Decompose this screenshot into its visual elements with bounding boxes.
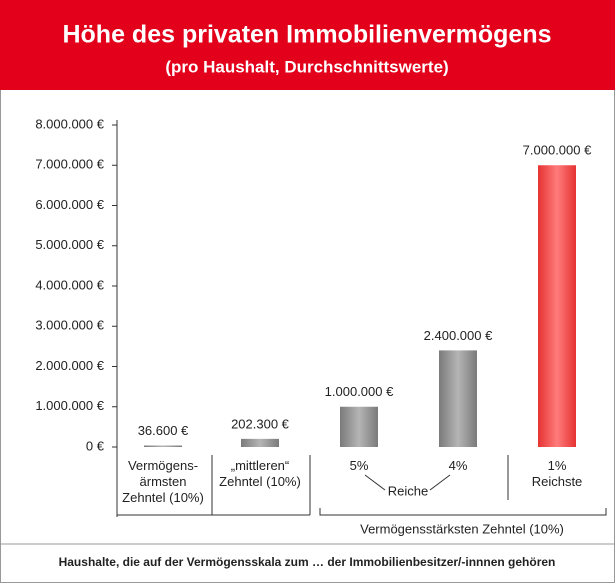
y-tick-label: 4.000.000 €: [35, 277, 104, 292]
value-label: 7.000.000 €: [523, 143, 592, 158]
annotation: Vermögensstärksten Zehntel (10%): [360, 521, 564, 536]
y-tick-label: 3.000.000 €: [35, 318, 104, 333]
y-tick-label: 6.000.000 €: [35, 197, 104, 212]
footnote: Haushalte, die auf der Vermögensskala zu…: [59, 555, 556, 569]
bracket: [429, 474, 451, 491]
value-label: 2.400.000 €: [424, 328, 493, 343]
y-tick-label: 5.000.000 €: [35, 237, 104, 252]
y-tick-label: 2.000.000 €: [35, 358, 104, 373]
annotation: Reiche: [388, 483, 428, 498]
chart-subtitle: (pro Haushalt, Durchschnittswerte): [165, 57, 448, 76]
x-tick-label: 4%: [448, 458, 468, 473]
value-label: 36.600 €: [138, 423, 189, 438]
y-tick-label: 1.000.000 €: [35, 398, 104, 413]
bar: [538, 165, 576, 447]
y-tick-label: 0 €: [86, 438, 105, 453]
chart-title: Höhe des privaten Immobilienvermögens: [62, 21, 551, 49]
y-tick-label: 7.000.000 €: [35, 157, 104, 172]
value-label: 202.300 €: [231, 416, 290, 431]
x-tick-label: „mittleren“ Zehntel (10%): [219, 458, 301, 489]
bracket: [364, 474, 386, 491]
x-tick-label: 1% Reichste: [531, 458, 583, 489]
header: [0, 0, 615, 90]
value-label: 1.000.000 €: [325, 384, 394, 399]
y-tick-label: 8.000.000 €: [35, 116, 104, 131]
x-tick-label: 5%: [349, 458, 369, 473]
x-tick-label: Vermögens- ärmsten Zehntel (10%): [122, 458, 204, 505]
bar: [144, 445, 182, 447]
bracket: [319, 508, 607, 516]
bar: [340, 406, 378, 447]
bar: [439, 350, 477, 447]
bar: [241, 438, 279, 447]
